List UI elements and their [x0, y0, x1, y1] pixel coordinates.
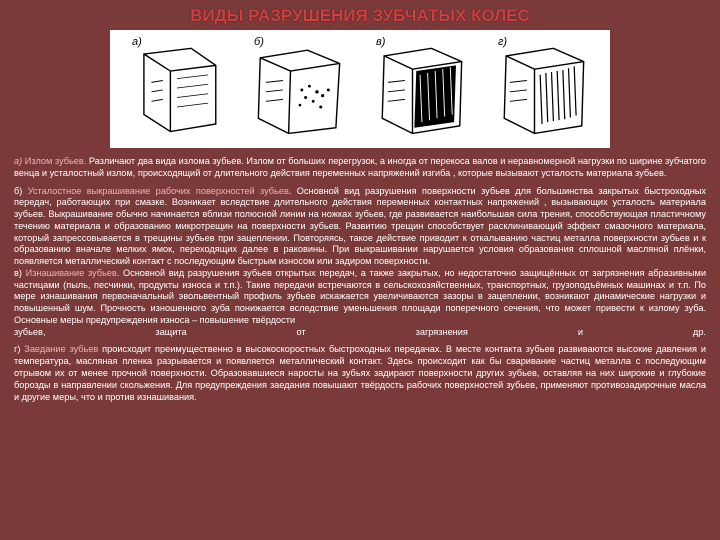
- figure-b: б): [246, 37, 352, 141]
- para-v-lead: в): [14, 268, 26, 278]
- para-v-spread: зубьев, защита от загрязнения и др.: [14, 327, 706, 339]
- para-a-text: Различают два вида излома зубьев. Излом …: [14, 156, 706, 178]
- figure-a-label: а): [132, 36, 142, 48]
- para-g: г) Заедание зубьев происходит преимущест…: [14, 344, 706, 403]
- para-b-hl: Усталостное выкрашивание рабочих поверхн…: [28, 186, 289, 196]
- para-a-lead: а): [14, 156, 25, 166]
- para-g-lead: г): [14, 344, 24, 354]
- content: а) Излом зубьев. Различают два вида изло…: [0, 156, 720, 403]
- figure-row: а) б): [110, 30, 610, 148]
- para-v-text: . Основной вид разрушения зубьев открыты…: [14, 268, 706, 325]
- para-v-hl: Изнашивание зубьев: [26, 268, 117, 278]
- page-title: ВИДЫ РАЗРУШЕНИЯ ЗУБЧАТЫХ КОЛЕС: [0, 0, 720, 30]
- para-g-hl: Заедание зубьев: [24, 344, 98, 354]
- para-bv: б) Усталостное выкрашивание рабочих пове…: [14, 186, 706, 339]
- figure-v: в): [368, 37, 474, 141]
- para-g-text: происходит преимущественно в высокоскоро…: [14, 344, 706, 401]
- para-b-text: . Основной вид разрушения поверхности зу…: [14, 186, 706, 267]
- figure-b-label: б): [254, 36, 264, 48]
- figure-g: г): [490, 37, 596, 141]
- para-a-hl: Излом зубьев.: [25, 156, 87, 166]
- para-a: а) Излом зубьев. Различают два вида изло…: [14, 156, 706, 180]
- para-b-lead: б): [14, 186, 28, 196]
- figure-g-label: г): [498, 36, 507, 48]
- figure-a: а): [124, 37, 230, 141]
- figure-v-label: в): [376, 36, 385, 48]
